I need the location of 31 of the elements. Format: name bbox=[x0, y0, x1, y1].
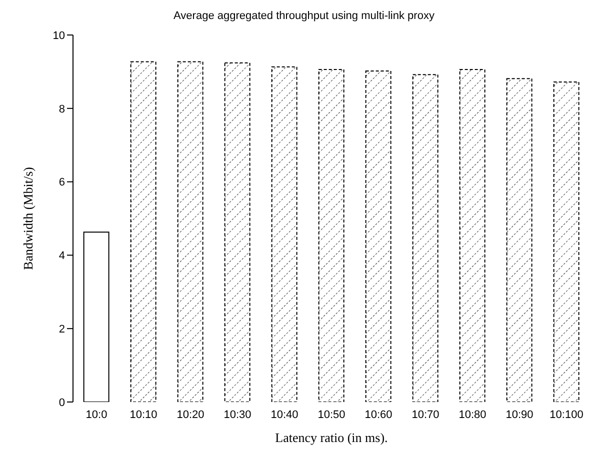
x-tick-label: 10:50 bbox=[318, 408, 346, 421]
x-tick-label: 10:20 bbox=[176, 408, 204, 421]
y-tick-label: 8 bbox=[58, 103, 65, 116]
bar bbox=[130, 61, 156, 402]
chart-title: Average aggregated throughput using multi-link proxy bbox=[172, 10, 436, 22]
y-tick-label: 0 bbox=[58, 396, 65, 409]
x-tick-label: 10:70 bbox=[412, 408, 440, 421]
x-tick-label: 10:90 bbox=[506, 408, 534, 421]
x-tick-label: 10:60 bbox=[364, 408, 392, 421]
bar bbox=[459, 69, 486, 402]
bar bbox=[553, 81, 580, 402]
bar bbox=[177, 61, 204, 402]
x-tick-label: 10:80 bbox=[458, 408, 486, 421]
bar bbox=[506, 78, 532, 402]
x-tick-label: 10:100 bbox=[550, 408, 584, 421]
bar bbox=[224, 62, 250, 402]
bar bbox=[83, 232, 110, 402]
bar bbox=[271, 66, 298, 402]
bar bbox=[318, 69, 344, 402]
x-tick-label: 10:0 bbox=[86, 408, 108, 421]
y-axis-title: Bandwidth (Mbit/s) bbox=[20, 167, 36, 270]
y-tick-label: 10 bbox=[52, 30, 65, 42]
x-tick-label: 10:40 bbox=[270, 408, 298, 421]
x-axis-title: Latency ratio (in ms). bbox=[275, 430, 388, 445]
bar bbox=[365, 70, 392, 402]
bar bbox=[412, 74, 438, 402]
y-tick-label: 4 bbox=[58, 250, 65, 262]
x-tick-label: 10:30 bbox=[224, 408, 252, 421]
y-tick-label: 2 bbox=[58, 324, 65, 336]
x-tick-label: 10:10 bbox=[130, 408, 158, 421]
y-tick-label: 6 bbox=[58, 176, 65, 189]
